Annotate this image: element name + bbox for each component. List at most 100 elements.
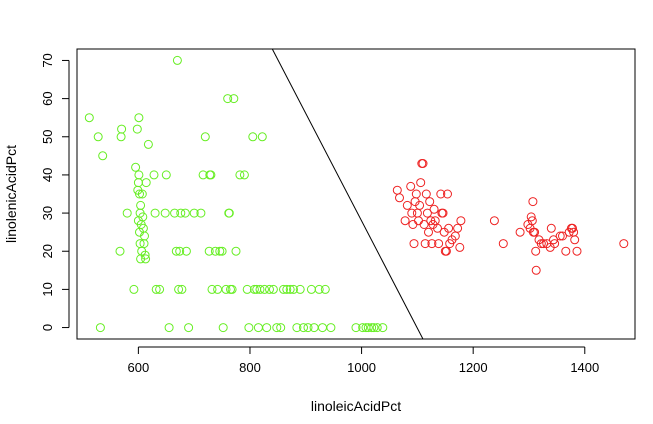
data-point	[425, 197, 435, 207]
data-point	[242, 284, 252, 294]
data-point	[160, 208, 170, 218]
data-point	[231, 246, 241, 256]
x-tick-label: 1000	[347, 360, 376, 375]
data-point	[422, 208, 432, 218]
data-point	[415, 200, 425, 210]
y-tick-label: 0	[40, 324, 55, 331]
data-point	[351, 323, 361, 333]
data-point	[561, 246, 571, 256]
data-point	[489, 216, 499, 226]
data-point	[378, 323, 388, 333]
data-point	[171, 246, 181, 256]
x-tick-label: 1400	[570, 360, 599, 375]
data-point	[207, 284, 217, 294]
data-point	[249, 284, 259, 294]
x-axis: 600 800 1000 1200 1400	[128, 346, 599, 375]
y-tick-label: 50	[40, 130, 55, 144]
data-point	[546, 223, 556, 233]
data-point	[177, 284, 187, 294]
y-tick-label: 60	[40, 91, 55, 105]
data-point	[572, 246, 582, 256]
data-point	[84, 113, 94, 123]
data-point	[98, 151, 108, 161]
data-point	[419, 220, 429, 229]
data-point	[444, 223, 454, 233]
data-point	[433, 223, 442, 233]
data-point	[257, 132, 267, 142]
data-point	[131, 162, 141, 172]
decision-boundary-line	[271, 48, 424, 340]
y-tick-label: 20	[40, 244, 55, 258]
data-point	[282, 284, 292, 294]
data-point	[268, 284, 278, 294]
data-point	[155, 284, 165, 294]
data-point	[527, 216, 537, 226]
x-axis-label: linoleicAcidPct	[311, 398, 401, 414]
data-point	[200, 132, 210, 142]
data-point	[184, 323, 194, 333]
y-tick-label: 40	[40, 168, 55, 182]
data-point	[174, 284, 184, 294]
data-point	[292, 323, 302, 333]
data-point	[262, 323, 272, 333]
data-point	[227, 284, 237, 294]
data-point	[558, 231, 567, 241]
data-point	[434, 239, 444, 249]
data-point	[137, 189, 147, 199]
data-point	[438, 208, 448, 218]
data-point	[206, 170, 216, 180]
data-point	[424, 227, 433, 237]
data-point	[135, 189, 144, 199]
data-point	[218, 323, 228, 333]
x-tick-label: 600	[128, 360, 150, 375]
data-point	[235, 170, 245, 180]
data-point	[395, 193, 404, 203]
data-point	[536, 239, 546, 249]
data-point	[295, 284, 305, 294]
data-point	[326, 323, 336, 333]
data-point	[189, 208, 199, 218]
data-point	[196, 208, 206, 218]
data-point	[255, 284, 265, 294]
data-point	[528, 197, 538, 207]
data-point	[436, 189, 446, 199]
data-point	[418, 159, 428, 168]
data-point	[140, 250, 150, 260]
data-point	[498, 239, 508, 249]
data-point	[443, 189, 452, 199]
data-point	[176, 208, 186, 218]
data-point	[170, 208, 180, 218]
data-point	[224, 208, 234, 218]
data-point	[149, 170, 159, 180]
data-point	[369, 323, 379, 333]
data-point	[117, 124, 127, 134]
data-point	[456, 216, 466, 226]
data-point	[215, 246, 225, 256]
data-point	[244, 323, 254, 333]
data-point	[367, 323, 377, 333]
data-point	[115, 246, 125, 256]
data-point	[455, 242, 465, 252]
data-point	[526, 212, 536, 222]
data-point	[358, 323, 368, 333]
data-point	[138, 212, 148, 222]
data-point	[441, 246, 451, 256]
data-point	[400, 216, 410, 226]
plot-frame	[76, 48, 636, 340]
data-point	[172, 55, 182, 65]
data-point	[276, 323, 286, 333]
data-point	[95, 323, 105, 333]
y-tick-label: 70	[40, 53, 55, 67]
data-point	[180, 208, 190, 218]
data-point	[134, 170, 144, 180]
data-point	[223, 94, 233, 104]
y-axis-label: linolenicAcidPct	[3, 145, 19, 243]
data-point	[122, 208, 132, 218]
data-point	[416, 178, 426, 188]
data-point	[93, 132, 103, 142]
data-point	[411, 189, 421, 199]
data-point	[303, 323, 313, 333]
data-point	[570, 235, 580, 245]
data-point	[406, 181, 416, 191]
data-point	[619, 239, 629, 249]
